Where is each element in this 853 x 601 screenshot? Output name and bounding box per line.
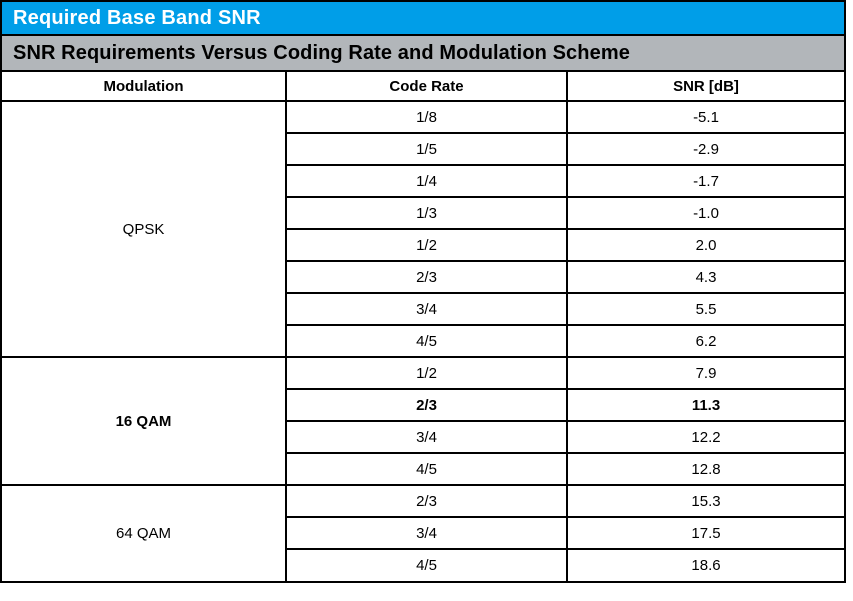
code-rate-cell: 1/3 <box>285 196 568 230</box>
table-row: 16 QAM 1/2 7.9 <box>1 356 845 486</box>
code-rate-cell: 1/8 <box>285 100 568 134</box>
snr-value-cell: 17.5 <box>566 516 845 550</box>
snr-value-cell: 12.2 <box>566 420 845 454</box>
table-row: 1/5 -2.9 <box>2 132 845 166</box>
snr-value-cell: 2.0 <box>566 228 845 262</box>
snr-value-cell: 4.3 <box>566 260 845 294</box>
title-text: Required Base Band SNR <box>13 6 261 29</box>
modulation-cell: 16 QAM <box>1 356 287 486</box>
snr-value-cell: 11.3 <box>566 388 845 422</box>
column-header-modulation: Modulation <box>1 71 287 102</box>
snr-value-cell: -1.7 <box>566 164 845 198</box>
table-row: 4/5 18.6 <box>2 548 845 582</box>
title-bar: Required Base Band SNR <box>2 2 844 36</box>
table-row: QPSK 1/8 -5.1 <box>1 100 845 358</box>
code-rate-cell: 4/5 <box>285 548 568 582</box>
snr-value-cell: 15.3 <box>566 484 845 518</box>
modulation-cell: QPSK <box>1 100 287 358</box>
code-rate-cell: 4/5 <box>285 452 568 486</box>
code-rate-cell: 1/4 <box>285 164 568 198</box>
code-rate-cell: 1/2 <box>285 228 568 262</box>
snr-table: Modulation Code Rate SNR [dB] QPSK 1/8 -5.… <box>1 71 845 582</box>
subtitle-text: SNR Requirements Versus Coding Rate and … <box>13 41 630 64</box>
snr-value-cell: 5.5 <box>566 292 845 326</box>
snr-value-cell: -2.9 <box>566 132 845 166</box>
table-row: 4/5 12.8 <box>2 452 845 486</box>
code-rate-cell: 4/5 <box>285 324 568 358</box>
code-rate-cell: 3/4 <box>285 420 568 454</box>
snr-value-cell: 7.9 <box>566 356 845 390</box>
code-rate-cell: 2/3 <box>285 260 568 294</box>
table-row: 2/3 11.3 <box>2 388 845 422</box>
snr-value-cell: 12.8 <box>566 452 845 486</box>
snr-value-cell: -5.1 <box>566 100 845 134</box>
table-row: 3/4 17.5 <box>2 516 845 550</box>
table-row: 1/2 2.0 <box>2 228 845 262</box>
snr-requirements-panel: Required Base Band SNR SNR Requirements … <box>0 0 846 583</box>
table-row: 1/3 -1.0 <box>2 196 845 230</box>
code-rate-cell: 3/4 <box>285 292 568 326</box>
table-row: 3/4 12.2 <box>2 420 845 454</box>
table-header-row: Modulation Code Rate SNR [dB] <box>1 71 845 102</box>
column-header-code-rate: Code Rate <box>285 71 568 102</box>
table-row: 64 QAM 2/3 15.3 <box>1 484 845 582</box>
snr-value-cell: -1.0 <box>566 196 845 230</box>
table-row: 1/4 -1.7 <box>2 164 845 198</box>
table-row: 3/4 5.5 <box>2 292 845 326</box>
code-rate-cell: 2/3 <box>285 388 568 422</box>
code-rate-cell: 3/4 <box>285 516 568 550</box>
subtitle-bar: SNR Requirements Versus Coding Rate and … <box>2 36 844 72</box>
code-rate-cell: 1/5 <box>285 132 568 166</box>
code-rate-cell: 2/3 <box>285 484 568 518</box>
table-row: 4/5 6.2 <box>2 324 845 358</box>
table-row: 2/3 4.3 <box>2 260 845 294</box>
modulation-cell: 64 QAM <box>1 484 287 582</box>
snr-value-cell: 6.2 <box>566 324 845 358</box>
code-rate-cell: 1/2 <box>285 356 568 390</box>
snr-value-cell: 18.6 <box>566 548 845 582</box>
column-header-snr: SNR [dB] <box>566 71 845 102</box>
